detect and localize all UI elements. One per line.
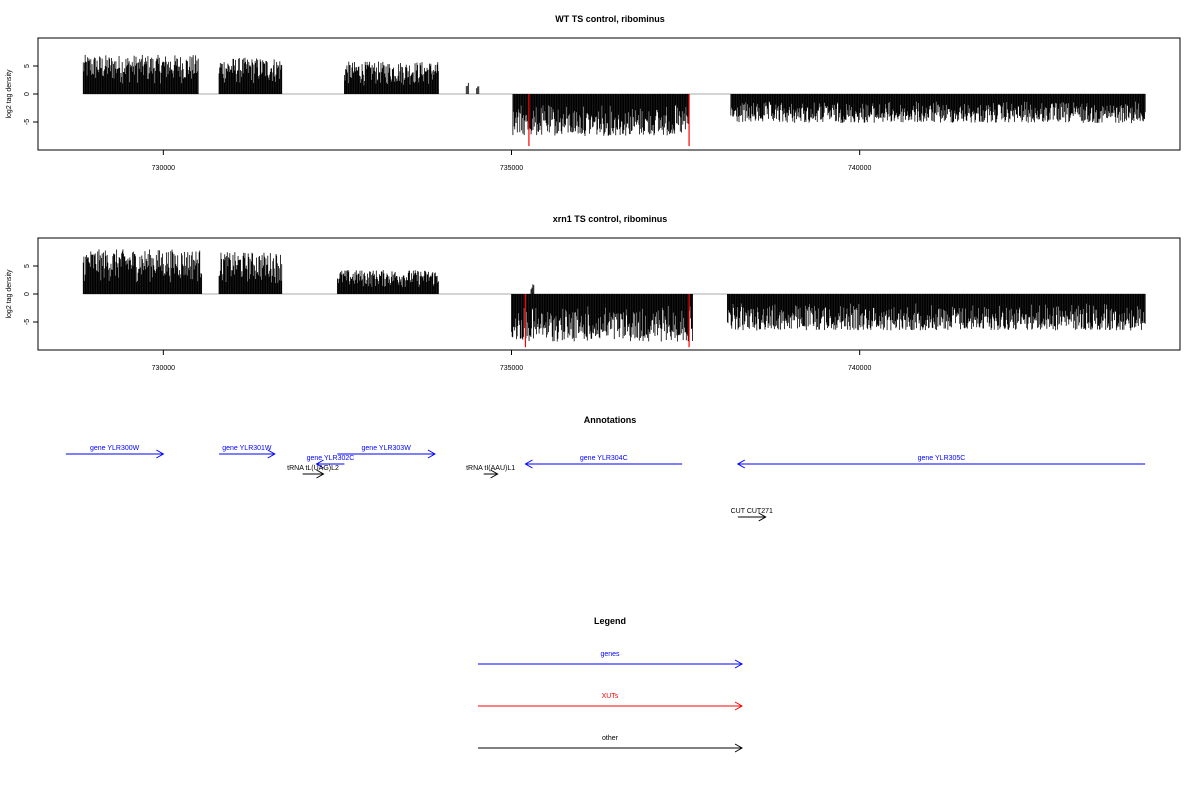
feature-arrow bbox=[736, 459, 1146, 469]
y-tick-label: -5 bbox=[24, 319, 31, 325]
legend-arrow bbox=[478, 659, 744, 669]
feature-arrow bbox=[65, 449, 165, 459]
legend: Legend genes XUTs other bbox=[478, 616, 744, 753]
y-axis-label: log2 tag density bbox=[6, 69, 13, 119]
feature-arrow bbox=[483, 469, 499, 479]
feature-arrow bbox=[737, 512, 767, 522]
legend-title: Legend bbox=[594, 616, 626, 626]
y-axis-label: log2 tag density bbox=[6, 269, 13, 319]
track-panel-1: WT TS control, ribominus log2 tag density… bbox=[6, 14, 1181, 172]
feature-label: gene YLR300W bbox=[90, 445, 140, 452]
legend-arrow bbox=[478, 743, 744, 753]
feature-label: tRNA tL(UAG)L2 bbox=[287, 465, 339, 472]
legend-label: XUTs bbox=[602, 693, 619, 700]
x-tick-label: 730000 bbox=[152, 165, 175, 172]
x-tick-label: 730000 bbox=[152, 365, 175, 372]
x-tick-label: 735000 bbox=[500, 165, 523, 172]
panel-title: WT TS control, ribominus bbox=[555, 14, 665, 24]
legend-label: genes bbox=[600, 651, 620, 658]
track-panel-2: xrn1 TS control, ribominus log2 tag densi… bbox=[6, 214, 1181, 372]
feature-arrow bbox=[524, 459, 683, 469]
x-tick-label: 740000 bbox=[848, 165, 871, 172]
y-tick-label: 0 bbox=[24, 292, 31, 296]
legend-arrow bbox=[478, 701, 744, 711]
y-tick-label: 0 bbox=[24, 92, 31, 96]
x-tick-label: 740000 bbox=[848, 365, 871, 372]
feature-label: gene YLR304C bbox=[580, 455, 628, 462]
feature-label: gene YLR305C bbox=[918, 455, 966, 462]
feature-arrow bbox=[315, 459, 345, 469]
legend-label: other bbox=[602, 735, 619, 742]
panel-title: xrn1 TS control, ribominus bbox=[553, 214, 668, 224]
feature-arrow bbox=[337, 449, 436, 459]
annotation-track: Annotations gene YLR300W gene YLR301W gene… bbox=[65, 415, 1146, 522]
feature-label: gene YLR302C bbox=[307, 455, 355, 462]
feature-arrow bbox=[302, 469, 325, 479]
feature-label: CUT CUT271 bbox=[731, 508, 773, 515]
feature-label: gene YLR301W bbox=[222, 445, 272, 452]
y-tick-label: 5 bbox=[24, 64, 31, 68]
feature-label: tRNA tI(AAU)L1 bbox=[466, 465, 515, 472]
x-tick-label: 735000 bbox=[500, 365, 523, 372]
annotations-title: Annotations bbox=[584, 415, 637, 425]
y-tick-label: -5 bbox=[24, 119, 31, 125]
feature-label: gene YLR303W bbox=[362, 445, 412, 452]
feature-arrow bbox=[219, 449, 276, 459]
y-tick-label: 5 bbox=[24, 264, 31, 268]
